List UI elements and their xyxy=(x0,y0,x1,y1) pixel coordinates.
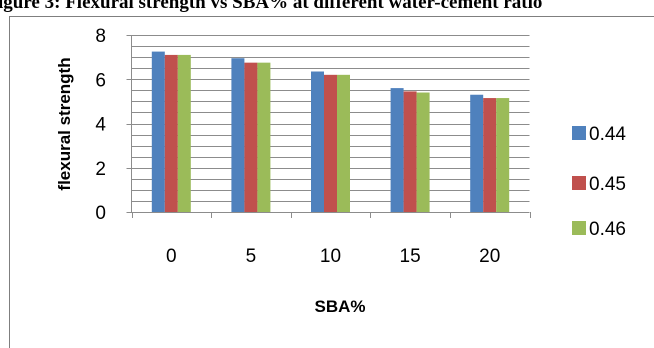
bar-0.46-10 xyxy=(337,74,350,212)
bar-0.44-20 xyxy=(470,94,484,212)
bars xyxy=(151,51,510,213)
bar-0.46-15 xyxy=(416,92,430,212)
legend-label: 0.44 xyxy=(589,124,626,145)
y-tick-label: 2 xyxy=(95,159,106,180)
tick-labels: 0 2 4 6 8 0 5 10 15 20 xyxy=(95,26,500,267)
legend-swatch xyxy=(572,126,586,140)
legend: 0.44 0.45 0.46 xyxy=(572,124,626,240)
bar-0.45-20 xyxy=(483,98,497,212)
legend-label: 0.45 xyxy=(589,174,626,195)
bar-0.46-0 xyxy=(177,54,191,212)
y-tick-label: 0 xyxy=(95,203,106,224)
x-axis-title: SBA% xyxy=(314,297,365,316)
legend-swatch xyxy=(572,221,586,235)
legend-swatch xyxy=(572,176,586,190)
figure-caption: igure 3: Flexural strength vs SBA% at di… xyxy=(0,0,542,13)
bar-0.44-0 xyxy=(151,51,165,212)
bar-0.45-0 xyxy=(164,54,178,212)
bar-0.44-15 xyxy=(390,88,404,212)
bar-0.46-20 xyxy=(496,98,510,212)
bar-0.44-10 xyxy=(311,71,324,212)
y-tick-label: 4 xyxy=(95,115,106,136)
bar-0.45-10 xyxy=(324,74,337,212)
bar-0.44-5 xyxy=(231,58,245,213)
x-tick-label: 10 xyxy=(320,246,341,267)
y-axis-title: flexural strength xyxy=(55,57,74,190)
legend-label: 0.46 xyxy=(589,219,626,240)
x-tick-label: 20 xyxy=(479,246,500,267)
bar-0.45-5 xyxy=(244,62,258,212)
x-tick-label: 15 xyxy=(400,246,421,267)
x-tick-label: 0 xyxy=(166,246,177,267)
bar-0.46-5 xyxy=(257,62,271,212)
y-tick-label: 8 xyxy=(95,26,106,47)
bar-0.45-15 xyxy=(403,91,417,212)
axes xyxy=(126,35,531,218)
x-tick-label: 5 xyxy=(246,246,257,267)
y-tick-label: 6 xyxy=(95,70,106,91)
